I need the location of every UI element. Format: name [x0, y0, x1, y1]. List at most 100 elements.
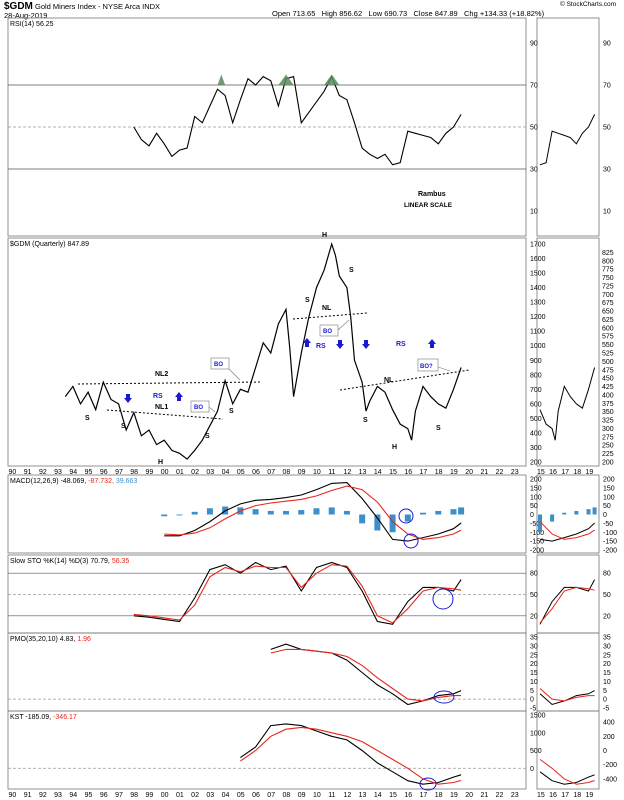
- shoulder: S: [85, 415, 90, 422]
- x-axis-label: 08: [283, 469, 291, 476]
- nl1-label: NL1: [155, 404, 168, 411]
- x-axis-label: 90: [9, 469, 17, 476]
- sto-k-line: [133, 561, 462, 625]
- x-axis-label: 10: [313, 469, 321, 476]
- price-tick-label-right: 800: [602, 258, 614, 265]
- x-axis-label: 14: [374, 469, 382, 476]
- pmo-tick-label-right: -5: [603, 706, 609, 713]
- price-tick-label-right: 675: [602, 300, 614, 307]
- kst-tick-label: 1500: [530, 713, 546, 720]
- nl2-label: NL2: [155, 371, 168, 378]
- price-tick-label: 1500: [530, 271, 546, 278]
- price-tick-label-right: 575: [602, 334, 614, 341]
- x-axis-label-right: 18: [573, 792, 581, 799]
- kst-label: KST -185.09, -346.17: [10, 714, 77, 721]
- x-axis-label: 14: [374, 792, 382, 799]
- price-tick-label-right: 600: [602, 325, 614, 332]
- price-tick-label: 1200: [530, 314, 546, 321]
- x-axis-label: 03: [206, 469, 214, 476]
- macd-tick-label-right: 0: [603, 512, 607, 519]
- pmo-tick-label: 10: [530, 679, 538, 686]
- macd-tick-label-right: -150: [603, 539, 617, 546]
- header-symbol: $GDM Gold Miners Index - NYSE Arca INDX: [4, 1, 161, 12]
- macd-histogram-bar-right: [562, 512, 567, 515]
- x-axis-label: 05: [237, 469, 245, 476]
- price-tick-label: 1600: [530, 256, 546, 263]
- sto-tick-label-right: 20: [603, 613, 611, 620]
- x-axis-label: 17: [420, 469, 428, 476]
- macd-signal-line: [164, 485, 462, 540]
- price-tick-label-right: 650: [602, 309, 614, 316]
- x-axis-label: 17: [420, 792, 428, 799]
- shoulder: S: [436, 425, 441, 432]
- price-line-right: [539, 367, 596, 441]
- macd-histogram-bar: [191, 511, 198, 515]
- x-axis-label-right: 15: [537, 469, 545, 476]
- source-credit: © StockCharts.com: [560, 1, 617, 8]
- kst-panel-right: [536, 710, 600, 790]
- pmo-tick-label-right: 10: [603, 679, 611, 686]
- x-axis-label: 10: [313, 792, 321, 799]
- x-axis-label: 92: [39, 792, 47, 799]
- price-tick-label-right: 725: [602, 283, 614, 290]
- neckline-nl2: [77, 381, 263, 385]
- price-tick-label-right: 525: [602, 351, 614, 358]
- x-axis-label: 11: [328, 469, 335, 476]
- rsi-tick-label: 50: [530, 125, 538, 132]
- x-axis-label: 16: [404, 469, 412, 476]
- price-tick-label-right: 750: [602, 275, 614, 282]
- macd-histogram-bar: [343, 510, 350, 515]
- macd-tick-label: 150: [530, 485, 542, 492]
- x-axis-label: 01: [176, 792, 184, 799]
- macd-histogram-bar: [328, 507, 335, 515]
- pmo-line: [270, 643, 462, 706]
- x-axis-label: 98: [130, 792, 138, 799]
- price-tick-label-right: 450: [602, 376, 614, 383]
- sto-d-line-right: [539, 586, 595, 624]
- x-axis-label-right: 19: [586, 469, 594, 476]
- x-axis-label: 97: [115, 792, 123, 799]
- kst-tick-label: 1000: [530, 730, 546, 737]
- price-panel: [7, 237, 527, 467]
- price-tick-label: 500: [530, 416, 542, 423]
- macd-tick-label: -150: [530, 539, 544, 546]
- price-tick-label: 1100: [530, 329, 545, 336]
- highlight-circle: [433, 690, 455, 704]
- x-axis-label: 15: [389, 792, 397, 799]
- price-tick-label: 1000: [530, 343, 546, 350]
- macd-histogram-bar: [267, 510, 274, 515]
- sto-label: Slow STO %K(14) %D(3) 70.79, 56.35: [10, 558, 129, 565]
- nl-right-label: NL: [384, 377, 394, 384]
- macd-tick-label: -100: [530, 530, 544, 537]
- blue-arrow-up-icon: [175, 392, 183, 401]
- blue-arrow-up-icon: [428, 339, 436, 348]
- price-label: $GDM (Quarterly) 847.89: [10, 241, 89, 248]
- pmo-tick-label-right: 20: [603, 661, 611, 668]
- macd-tick-label-right: -100: [603, 530, 617, 537]
- pmo-tick-label: 35: [530, 635, 538, 642]
- macd-tick-label: 50: [530, 503, 538, 510]
- kst-tick-label: 500: [530, 748, 542, 755]
- x-axis-label-right: 16: [549, 469, 557, 476]
- price-tick-label: 300: [530, 445, 542, 452]
- pmo-tick-label: 5: [530, 688, 534, 695]
- x-axis-label-right: 16: [549, 792, 557, 799]
- x-axis-label: 11: [328, 792, 335, 799]
- macd-tick-label-right: 150: [603, 485, 615, 492]
- rambus-label: Rambus: [418, 191, 446, 198]
- price-tick-label: 800: [530, 372, 542, 379]
- kst-panel: [7, 710, 527, 790]
- shoulder: S: [229, 408, 234, 415]
- rsi-tick-label: 30: [530, 167, 538, 174]
- pmo-tick-label: -5: [530, 706, 536, 713]
- x-axis-label: 93: [54, 469, 62, 476]
- blue-arrow-up-icon: [303, 338, 311, 347]
- pmo-tick-label-right: 0: [603, 697, 607, 704]
- sto-tick-label: 80: [530, 571, 538, 578]
- pmo-tick-label-right: 25: [603, 652, 611, 659]
- sto-tick-label-right: 80: [603, 571, 611, 578]
- macd-tick-label-right: 200: [603, 477, 615, 484]
- x-axis-label: 99: [146, 469, 154, 476]
- macd-panel-right: [536, 474, 600, 554]
- price-tick-label-right: 500: [602, 359, 614, 366]
